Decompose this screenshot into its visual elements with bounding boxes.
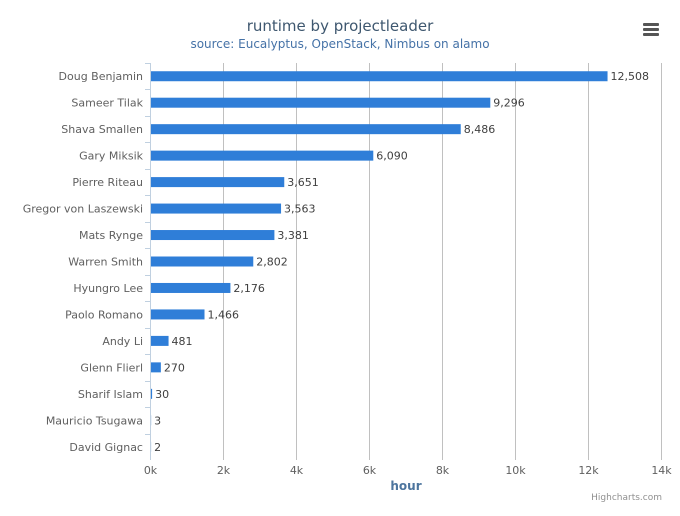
x-tick-label: 14k [651,464,672,477]
category-label: Doug Benjamin [59,70,144,83]
category-label: Sameer Tilak [71,97,143,110]
category-label: Paolo Romano [65,308,143,321]
category-label: Sharif Islam [78,388,143,401]
data-label: 270 [164,361,185,374]
x-tick-label: 6k [363,464,377,477]
category-label: Gregor von Laszewski [23,203,143,216]
bar [151,230,275,241]
bar [151,203,282,214]
category-label: Gary Miksik [79,150,143,163]
data-label: 6,090 [376,150,408,163]
category-label: Andy Li [102,335,143,348]
data-label: 2,802 [256,256,288,269]
x-axis-title: hour [390,479,421,493]
data-label: 2,176 [233,282,265,295]
export-menu-button[interactable] [636,18,664,40]
category-label: Mats Rynge [79,229,143,242]
x-tick-label: 0k [144,464,158,477]
x-tick-label: 4k [290,464,304,477]
data-label: 8,486 [464,123,496,136]
category-label: Glenn Flierl [80,361,143,374]
data-label: 3,651 [287,176,319,189]
data-label: 3 [154,414,161,427]
category-label: Shava Smallen [61,123,143,136]
bar [151,282,231,293]
data-label: 481 [172,335,193,348]
category-label: Pierre Riteau [72,176,143,189]
data-label: 1,466 [208,308,240,321]
x-tick-label: 2k [217,464,231,477]
bar [151,335,169,346]
bar [151,256,254,267]
bar [151,309,205,320]
bar [151,124,461,135]
data-label: 3,563 [284,203,316,216]
data-label: 9,296 [493,97,524,110]
data-label: 3,381 [277,229,309,242]
bar [151,388,153,399]
bar [151,97,491,108]
data-label: 2 [154,441,161,454]
category-label: Mauricio Tsugawa [46,414,143,427]
bar [151,177,285,188]
category-label: Hyungro Lee [73,282,143,295]
category-label: Warren Smith [68,256,143,269]
credits-link[interactable]: Highcharts.com [591,493,662,503]
x-tick-label: 12k [578,464,599,477]
category-label: David Gignac [69,441,143,454]
x-tick-label: 8k [436,464,450,477]
bar [151,362,161,373]
bar [151,150,374,161]
bar [151,71,608,82]
data-label: 30 [155,388,169,401]
chart-subtitle: source: Eucalyptus, OpenStack, Nimbus on… [190,37,490,51]
chart-title: runtime by projectleader [246,17,434,35]
x-tick-label: 10k [505,464,526,477]
data-label: 12,508 [611,70,650,83]
